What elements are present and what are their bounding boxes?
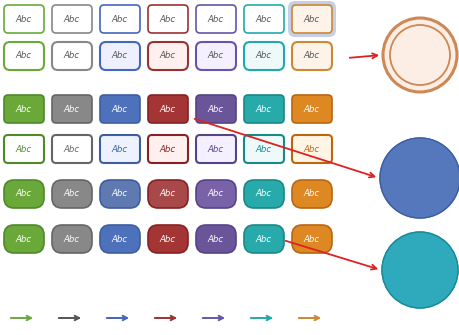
Text: Abc: Abc (256, 144, 272, 153)
Text: Abc: Abc (208, 52, 224, 61)
Text: Abc: Abc (208, 144, 224, 153)
FancyBboxPatch shape (148, 180, 188, 208)
Text: Abc: Abc (304, 52, 320, 61)
FancyBboxPatch shape (100, 5, 140, 33)
FancyBboxPatch shape (4, 42, 44, 70)
Text: Abc: Abc (304, 144, 320, 153)
Text: Abc: Abc (160, 105, 176, 114)
FancyBboxPatch shape (4, 5, 44, 33)
FancyBboxPatch shape (52, 95, 92, 123)
FancyBboxPatch shape (196, 180, 236, 208)
Circle shape (382, 232, 458, 308)
Text: Abc: Abc (64, 14, 80, 23)
FancyBboxPatch shape (52, 135, 92, 163)
FancyBboxPatch shape (100, 135, 140, 163)
FancyBboxPatch shape (148, 95, 188, 123)
Text: Abc: Abc (160, 234, 176, 244)
Text: Abc: Abc (304, 190, 320, 199)
Text: Abc: Abc (304, 105, 320, 114)
FancyBboxPatch shape (292, 180, 332, 208)
FancyBboxPatch shape (148, 42, 188, 70)
Text: Abc: Abc (112, 234, 128, 244)
FancyBboxPatch shape (196, 42, 236, 70)
Text: Abc: Abc (64, 105, 80, 114)
Text: Abc: Abc (112, 52, 128, 61)
Text: Abc: Abc (64, 234, 80, 244)
Text: Abc: Abc (160, 52, 176, 61)
Text: Abc: Abc (256, 190, 272, 199)
FancyBboxPatch shape (52, 180, 92, 208)
Text: Abc: Abc (304, 14, 320, 23)
FancyBboxPatch shape (292, 5, 332, 33)
FancyBboxPatch shape (196, 225, 236, 253)
Text: Abc: Abc (256, 234, 272, 244)
FancyBboxPatch shape (4, 180, 44, 208)
FancyBboxPatch shape (148, 5, 188, 33)
FancyBboxPatch shape (196, 135, 236, 163)
FancyBboxPatch shape (292, 135, 332, 163)
Text: Abc: Abc (112, 190, 128, 199)
FancyBboxPatch shape (244, 5, 284, 33)
FancyBboxPatch shape (288, 1, 336, 37)
Text: Abc: Abc (16, 234, 32, 244)
FancyBboxPatch shape (196, 95, 236, 123)
Text: Abc: Abc (304, 234, 320, 244)
FancyBboxPatch shape (100, 225, 140, 253)
Text: Abc: Abc (64, 190, 80, 199)
Text: Abc: Abc (112, 144, 128, 153)
Text: Abc: Abc (160, 190, 176, 199)
FancyBboxPatch shape (196, 5, 236, 33)
FancyBboxPatch shape (244, 135, 284, 163)
FancyBboxPatch shape (52, 225, 92, 253)
Text: Abc: Abc (16, 190, 32, 199)
FancyBboxPatch shape (4, 95, 44, 123)
FancyBboxPatch shape (292, 42, 332, 70)
Text: Abc: Abc (208, 14, 224, 23)
FancyBboxPatch shape (100, 180, 140, 208)
Circle shape (380, 138, 459, 218)
FancyBboxPatch shape (244, 42, 284, 70)
Text: Abc: Abc (208, 105, 224, 114)
Text: Abc: Abc (112, 14, 128, 23)
FancyBboxPatch shape (244, 225, 284, 253)
Text: Abc: Abc (16, 105, 32, 114)
Text: Abc: Abc (208, 234, 224, 244)
Text: Abc: Abc (160, 14, 176, 23)
Text: Abc: Abc (64, 52, 80, 61)
FancyBboxPatch shape (244, 180, 284, 208)
FancyBboxPatch shape (148, 225, 188, 253)
FancyBboxPatch shape (100, 95, 140, 123)
FancyBboxPatch shape (52, 42, 92, 70)
Text: Abc: Abc (256, 14, 272, 23)
FancyBboxPatch shape (244, 95, 284, 123)
Text: Abc: Abc (256, 52, 272, 61)
Text: Abc: Abc (208, 190, 224, 199)
Text: Abc: Abc (16, 144, 32, 153)
Text: Abc: Abc (64, 144, 80, 153)
FancyBboxPatch shape (4, 225, 44, 253)
FancyBboxPatch shape (292, 225, 332, 253)
Circle shape (383, 18, 457, 92)
Text: Abc: Abc (16, 14, 32, 23)
Text: Abc: Abc (112, 105, 128, 114)
Text: Abc: Abc (16, 52, 32, 61)
FancyBboxPatch shape (100, 42, 140, 70)
Text: Abc: Abc (256, 105, 272, 114)
Text: Abc: Abc (160, 144, 176, 153)
FancyBboxPatch shape (52, 5, 92, 33)
FancyBboxPatch shape (148, 135, 188, 163)
FancyBboxPatch shape (4, 135, 44, 163)
FancyBboxPatch shape (292, 95, 332, 123)
